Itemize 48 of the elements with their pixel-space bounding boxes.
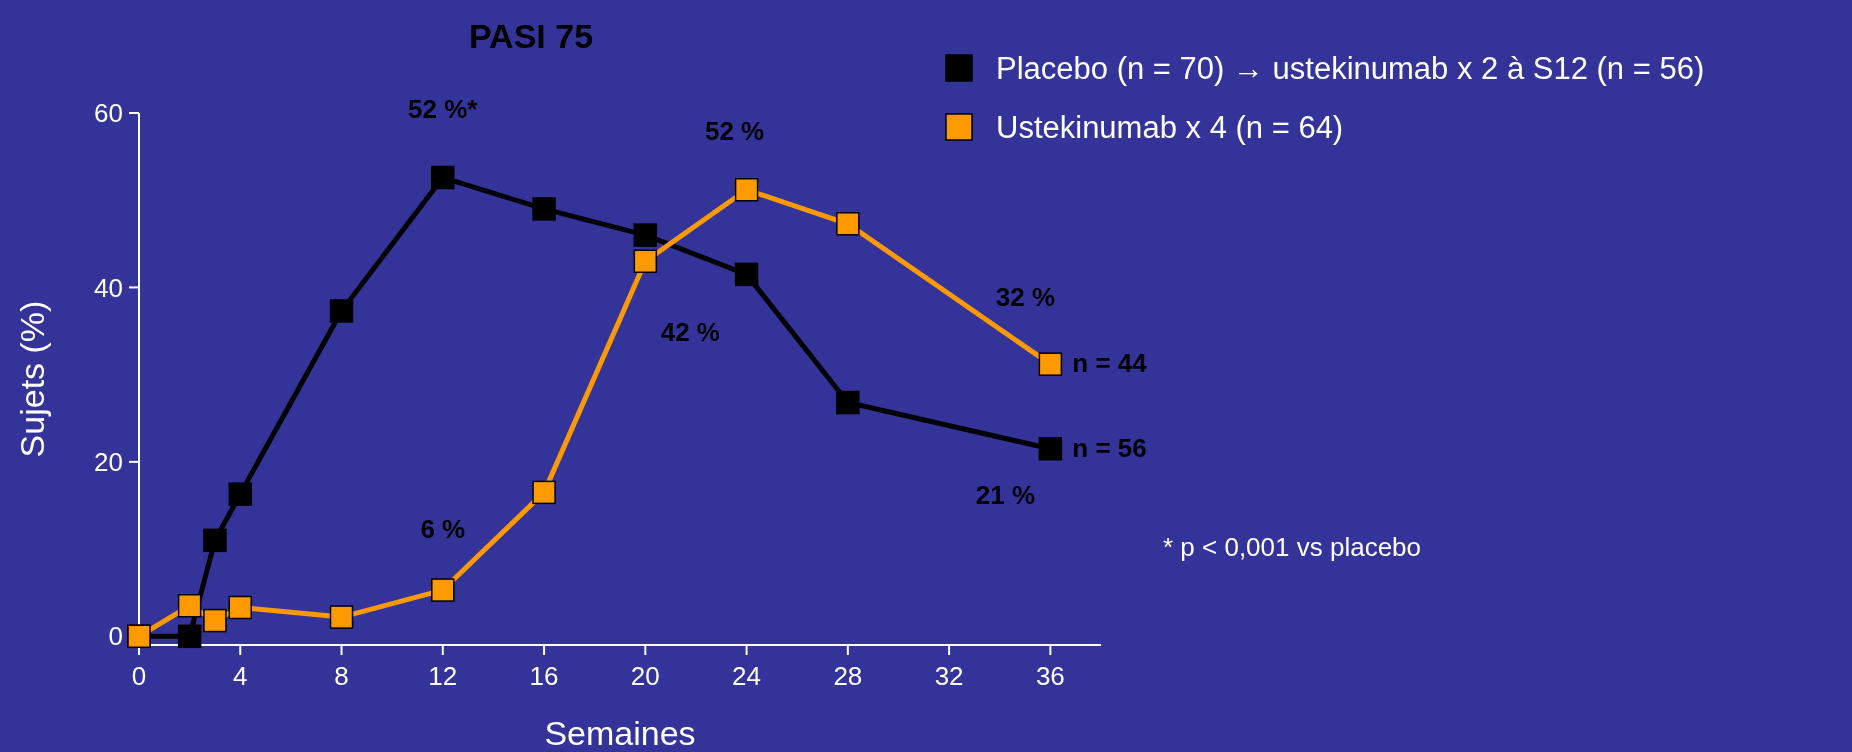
point xyxy=(431,165,455,190)
x-tick-label: 12 xyxy=(428,661,458,691)
legend-label: Ustekinumab x 4 (n = 64) xyxy=(996,109,1344,145)
x-tick-label: 0 xyxy=(131,661,147,691)
point xyxy=(177,594,202,618)
x-tick-label: 16 xyxy=(529,661,559,691)
x-tick-label: 28 xyxy=(833,661,863,691)
y-tick-label: 60 xyxy=(94,98,123,129)
annotation: 52 %* xyxy=(408,93,479,124)
point xyxy=(734,262,759,287)
point xyxy=(177,624,202,649)
annotation: 52 % xyxy=(704,115,765,146)
x-tick-label: 20 xyxy=(630,661,660,691)
x-tick-label: 24 xyxy=(732,661,762,691)
x-tick-label: 32 xyxy=(934,661,964,691)
point xyxy=(1038,352,1063,376)
y-tick-label: 0 xyxy=(108,621,123,652)
point xyxy=(633,223,658,247)
point xyxy=(532,480,556,505)
annotation: 21 % xyxy=(975,479,1035,510)
annotation: 6 % xyxy=(420,514,466,545)
y-tick-label: 20 xyxy=(94,446,123,477)
point xyxy=(431,578,455,602)
point xyxy=(836,212,860,236)
x-tick-label: 36 xyxy=(1035,661,1065,691)
annotation: 42 % xyxy=(660,317,720,348)
text: * p < 0,001 vs placebo xyxy=(1163,532,1422,562)
x-tick-label: 4 xyxy=(233,661,248,691)
point xyxy=(1038,437,1063,461)
point xyxy=(228,482,253,506)
point xyxy=(633,249,658,274)
point xyxy=(532,197,556,221)
y-axis-title: Sujets (%) xyxy=(13,300,51,458)
annotation: n = 44 xyxy=(1072,348,1148,379)
annotation: 32 % xyxy=(995,282,1055,313)
point xyxy=(203,608,227,633)
point xyxy=(836,390,860,415)
point xyxy=(203,528,227,553)
y-tick-label: 40 xyxy=(94,272,123,303)
point xyxy=(734,178,759,202)
point xyxy=(329,605,354,629)
x-tick-label: 8 xyxy=(334,661,349,691)
point xyxy=(329,299,354,323)
chart-title: PASI 75 xyxy=(468,17,594,55)
legend-label: Placebo (n = 70) → ustekinumab x 2 à S12 (n = 56) xyxy=(996,50,1705,86)
x-axis-title: Semaines xyxy=(544,714,696,752)
point xyxy=(228,595,253,620)
annotation: n = 56 xyxy=(1072,432,1147,463)
